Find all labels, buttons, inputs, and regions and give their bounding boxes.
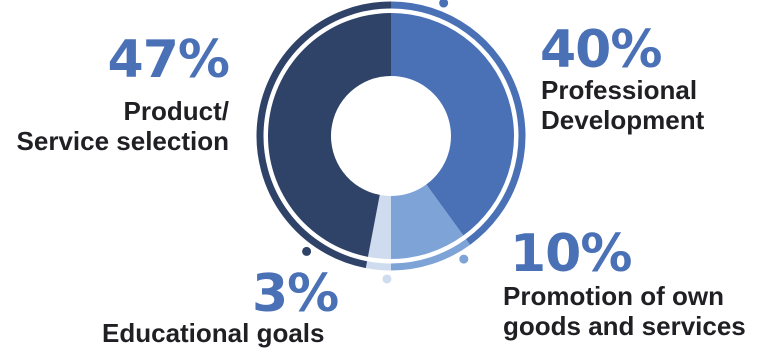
outer-ring-arc-educational-goals xyxy=(365,261,392,271)
outer-ring-arc-professional-development xyxy=(390,1,526,245)
marker-dot-promotion xyxy=(459,254,469,264)
slice-percent-product-selection: 47% xyxy=(107,30,230,90)
slice-label-promotion: Promotion of own goods and services xyxy=(503,281,746,341)
marker-dot-professional-development xyxy=(439,0,449,8)
donut-slice-educational-goals xyxy=(367,194,391,259)
donut-slice-promotion xyxy=(391,184,464,259)
slice-percent-promotion: 10% xyxy=(510,224,632,284)
outer-ring-arc-product-selection xyxy=(256,1,392,269)
donut-slice-product-selection xyxy=(268,12,391,257)
slice-label-professional-development: Professional Development xyxy=(541,75,705,135)
marker-dot-product-selection xyxy=(302,246,312,256)
donut-slice-professional-development xyxy=(391,13,514,236)
slice-percent-educational-goals: 3% xyxy=(252,264,339,324)
slice-percent-professional-development: 40% xyxy=(540,20,662,80)
slice-label-educational-goals: Educational goals xyxy=(102,318,325,348)
outer-ring-arc-promotion xyxy=(390,239,471,271)
slice-label-product-selection: Product/ Service selection xyxy=(16,96,229,156)
marker-dot-educational-goals xyxy=(382,274,392,284)
